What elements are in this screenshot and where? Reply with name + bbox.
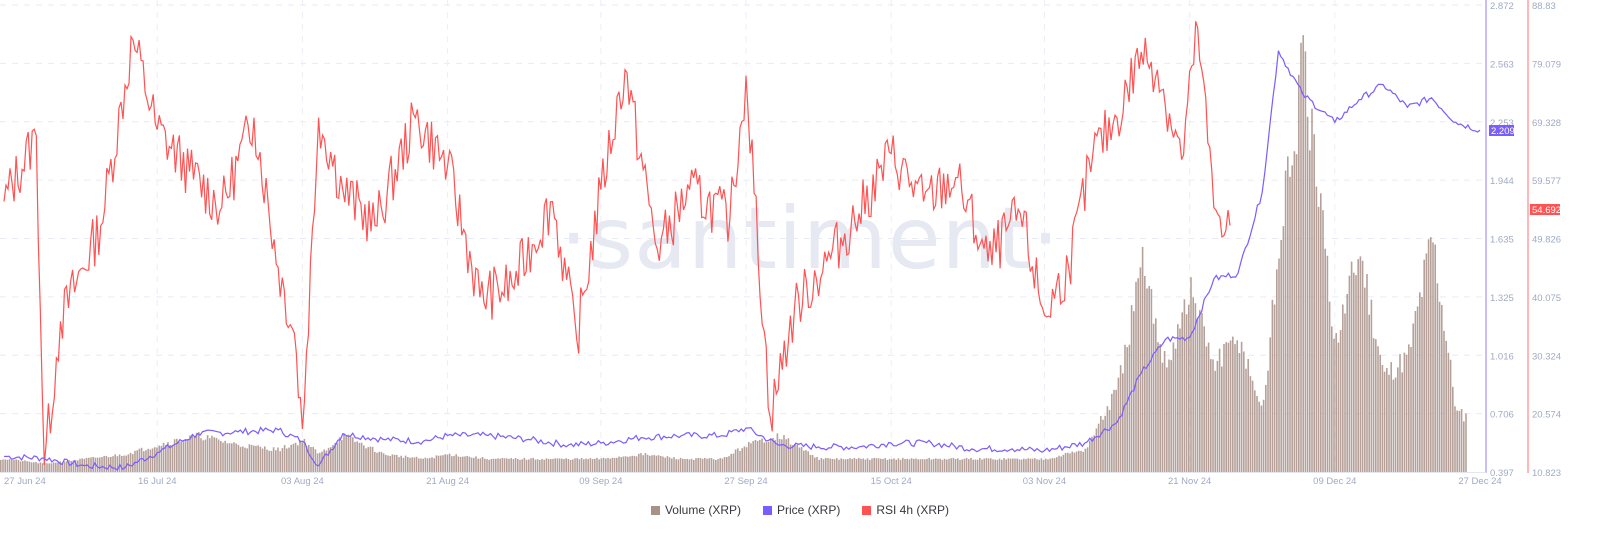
- legend-item-rsi[interactable]: RSI 4h (XRP): [862, 503, 949, 517]
- svg-text:0.706: 0.706: [1490, 410, 1514, 421]
- svg-text:40.075: 40.075: [1532, 293, 1561, 304]
- volume-series: [0, 35, 1467, 473]
- legend-item-volume[interactable]: Volume (XRP): [650, 503, 741, 517]
- svg-text:21 Nov 24: 21 Nov 24: [1168, 476, 1211, 487]
- svg-text:09 Sep 24: 09 Sep 24: [579, 476, 622, 487]
- svg-text:30.324: 30.324: [1532, 351, 1561, 362]
- svg-text:1.944: 1.944: [1490, 176, 1514, 187]
- legend-label-volume: Volume (XRP): [664, 503, 741, 517]
- svg-text:27 Sep 24: 27 Sep 24: [724, 476, 767, 487]
- date-axis-ticks: 27 Jun 24 16 Jul 24 03 Aug 24 21 Aug 24 09 S…: [4, 476, 1502, 487]
- volume-swatch-icon: [650, 505, 660, 515]
- legend-label-price: Price (XRP): [777, 503, 841, 517]
- svg-text:03 Aug 24: 03 Aug 24: [281, 476, 324, 487]
- svg-text:20.574: 20.574: [1532, 410, 1561, 421]
- svg-text:59.577: 59.577: [1532, 176, 1561, 187]
- svg-text:1.635: 1.635: [1490, 235, 1514, 246]
- price-current-badge: 2.209: [1489, 125, 1515, 137]
- svg-text:69.328: 69.328: [1532, 118, 1561, 129]
- svg-text:54.692: 54.692: [1532, 205, 1561, 216]
- price-swatch-icon: [763, 505, 772, 515]
- price-axis-ticks: 2.872 2.563 2.253 1.944 1.635 1.325 1.016 0.706…: [1490, 1, 1514, 479]
- rsi-series: [3, 21, 1231, 466]
- svg-text:27 Jun 24: 27 Jun 24: [4, 476, 46, 487]
- svg-text:2.209: 2.209: [1491, 126, 1515, 137]
- svg-text:2.872: 2.872: [1490, 1, 1514, 12]
- svg-text:16 Jul 24: 16 Jul 24: [138, 476, 177, 487]
- svg-text:2.253: 2.253: [1490, 118, 1514, 129]
- svg-text:88.83: 88.83: [1532, 1, 1556, 12]
- rsi-current-badge: 54.692: [1530, 204, 1561, 216]
- svg-text:1.325: 1.325: [1490, 293, 1514, 304]
- svg-text:0.397: 0.397: [1490, 468, 1514, 479]
- svg-text:10.823: 10.823: [1532, 468, 1561, 479]
- svg-text:1.016: 1.016: [1490, 351, 1514, 362]
- legend-label-rsi: RSI 4h (XRP): [876, 503, 950, 517]
- chart-legend: Volume (XRP) Price (XRP) RSI 4h (XRP): [0, 500, 1600, 520]
- legend-item-price[interactable]: Price (XRP): [763, 503, 840, 517]
- svg-text:21 Aug 24: 21 Aug 24: [426, 476, 469, 487]
- svg-text:79.079: 79.079: [1532, 59, 1561, 70]
- svg-text:09 Dec 24: 09 Dec 24: [1313, 476, 1356, 487]
- svg-text:2.563: 2.563: [1490, 59, 1514, 70]
- rsi-swatch-icon: [862, 505, 872, 515]
- svg-text:15 Oct 24: 15 Oct 24: [871, 476, 912, 487]
- price-series: [3, 50, 1481, 472]
- rsi-axis-ticks: 88.83 79.079 69.328 59.577 49.826 40.075 30.32…: [1532, 1, 1561, 479]
- svg-text:27 Dec 24: 27 Dec 24: [1458, 476, 1501, 487]
- svg-text:49.826: 49.826: [1532, 235, 1561, 246]
- svg-text:03 Nov 24: 03 Nov 24: [1023, 476, 1066, 487]
